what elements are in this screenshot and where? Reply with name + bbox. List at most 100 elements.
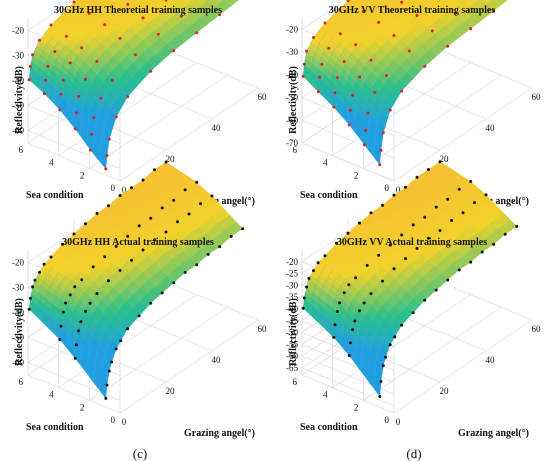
surface-meshline <box>86 313 105 374</box>
sample-point <box>434 205 438 209</box>
sample-point <box>327 46 331 50</box>
sample-point <box>332 105 336 109</box>
sample-point <box>400 323 404 327</box>
sample-point <box>218 245 222 249</box>
sample-point <box>388 108 392 112</box>
sample-point <box>338 32 342 36</box>
sample-point <box>172 49 176 53</box>
sample-point <box>358 75 361 79</box>
sample-point <box>77 94 81 98</box>
axes: -20 -30 -40 -50 -60 -70 0 20 40 60 0 2 4 6 Reflectivit… <box>286 24 541 207</box>
sample-point <box>362 301 366 305</box>
surface-patch <box>185 0 194 4</box>
sample-point <box>61 310 65 314</box>
sample-point <box>31 53 35 57</box>
sample-point <box>347 354 351 357</box>
sample-point <box>103 23 107 27</box>
sample-point <box>156 32 160 36</box>
sample-point <box>307 276 311 280</box>
z-tick-label: -50 <box>286 328 298 338</box>
sample-point <box>369 58 373 62</box>
x-axis-label: Grazing angel(°) <box>458 196 529 207</box>
axes: -20 -30 -40 -50 -60 0 20 40 60 0 2 4 6 Reflectivity(d… <box>12 258 267 440</box>
surface-patch <box>224 221 244 237</box>
panel-label: (c) <box>133 446 147 461</box>
sample-point <box>515 224 519 228</box>
z-tick-label: -60 <box>12 358 24 368</box>
surface-meshline <box>315 37 334 90</box>
z-tick-label: -45 <box>286 316 298 326</box>
sample-point <box>411 311 415 315</box>
z-tick-label: -40 <box>286 304 298 314</box>
sample-markers <box>27 160 245 400</box>
x-tick-label: 20 <box>166 154 176 164</box>
sample-point <box>73 356 77 360</box>
sample-point <box>74 343 78 347</box>
sample-point <box>381 131 385 135</box>
sample-point <box>119 339 123 343</box>
surface-patch <box>486 0 506 12</box>
sample-point <box>27 78 31 82</box>
surface-meshline <box>373 91 391 157</box>
sample-point <box>384 74 388 78</box>
x-axis-label: Grazing angel(°) <box>458 428 529 439</box>
surface-meshline <box>67 292 85 349</box>
sample-point <box>91 265 95 269</box>
sample-point <box>381 203 384 207</box>
sample-point <box>365 263 369 267</box>
sample-point <box>104 167 108 171</box>
sample-point <box>366 111 370 115</box>
sample-point <box>312 36 315 39</box>
surface-patch <box>225 0 239 6</box>
surface-patch <box>420 0 435 6</box>
reflectivity-surface <box>302 0 508 166</box>
sample-point <box>42 262 46 266</box>
surface-patch <box>97 0 112 7</box>
sample-point <box>153 238 156 242</box>
surface-meshline <box>315 269 334 321</box>
sample-point <box>160 291 164 295</box>
sample-point <box>107 279 110 283</box>
sample-point <box>318 75 322 79</box>
sample-point <box>218 13 222 17</box>
sample-point <box>438 160 442 164</box>
sample-point <box>72 0 76 4</box>
y-axis-label: Sea condition <box>26 190 84 201</box>
surface-meshline <box>322 274 340 327</box>
y-tick-label: 4 <box>49 158 54 168</box>
sample-point <box>99 96 103 100</box>
sample-point <box>492 9 496 13</box>
sample-point <box>411 223 415 227</box>
sample-point <box>187 212 191 216</box>
sample-point <box>392 267 396 271</box>
sample-point <box>457 268 461 272</box>
panel-b: -20 -30 -40 -50 -60 -70 0 20 40 60 0 2 4 6 Reflectivit… <box>286 0 541 229</box>
sample-point <box>118 269 122 272</box>
surface-meshline <box>360 312 379 371</box>
axes: -20 -30 -40 -50 -60 0 20 40 60 0 2 4 6 Reflectivity(d… <box>12 26 267 208</box>
sample-point <box>400 89 404 93</box>
sample-point <box>103 255 107 259</box>
sample-point <box>434 288 438 292</box>
sample-point <box>73 285 77 289</box>
sample-point <box>59 324 63 328</box>
surface-meshline <box>334 52 353 109</box>
sample-point <box>137 224 141 228</box>
surface-meshline <box>341 59 359 117</box>
y-tick-label: 0 <box>111 183 116 193</box>
surface-patch <box>213 0 232 15</box>
surface-patch <box>503 0 508 3</box>
sample-point <box>80 278 84 282</box>
surface-patch <box>122 0 136 6</box>
x-tick-label: 20 <box>440 386 450 396</box>
surface-meshline <box>92 321 111 382</box>
sample-point <box>80 46 84 50</box>
x-tick-label: 60 <box>258 92 268 102</box>
surface-patch <box>96 0 100 2</box>
chart-title: 30GHz HH Actual training samples <box>62 237 214 248</box>
sample-point <box>58 108 62 112</box>
sample-point <box>141 16 145 20</box>
sample-point <box>323 254 327 258</box>
sample-point <box>335 310 339 313</box>
sample-point <box>503 232 507 236</box>
